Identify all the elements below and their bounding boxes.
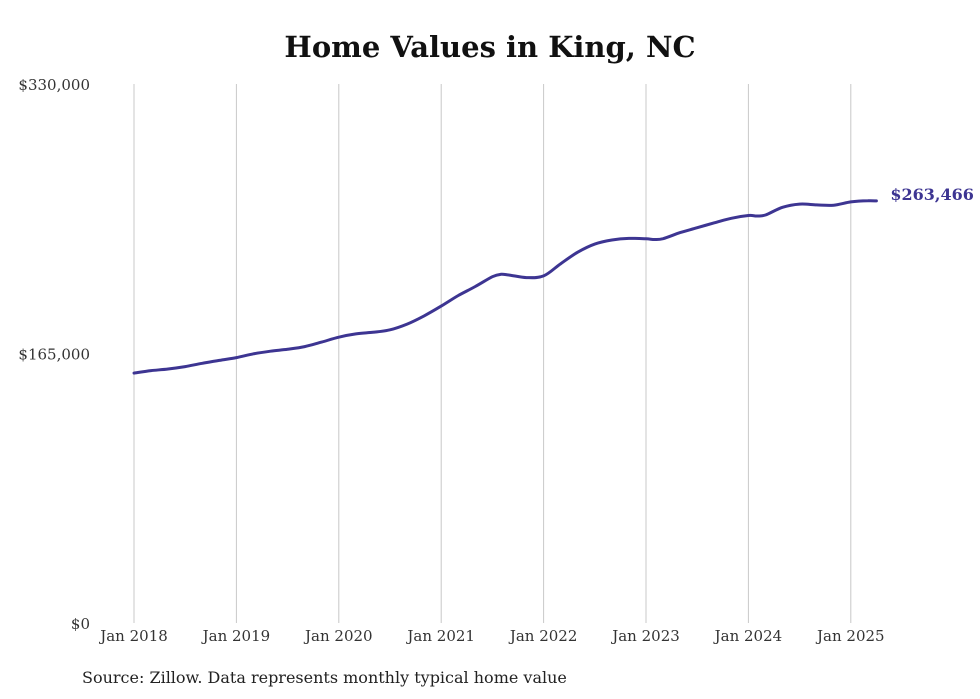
x-tick-label: Jan 2020 [303,627,373,645]
y-tick-label: $0 [71,615,90,633]
x-axis-tick-labels: Jan 2018 Jan 2019 Jan 2020 Jan 2021 Jan 2022… [98,627,884,645]
chart-title: Home Values in King, NC [284,30,696,64]
x-tick-label: Jan 2024 [713,627,783,645]
x-tick-label: Jan 2023 [610,627,680,645]
x-tick-label: Jan 2019 [201,627,271,645]
source-note: Source: Zillow. Data represents monthly … [82,668,567,687]
latest-value-label: $263,466 [890,185,974,204]
x-tick-label: Jan 2018 [98,627,168,645]
y-tick-label: $330,000 [18,76,90,94]
home-value-line [132,199,878,375]
gridlines [133,84,852,623]
x-tick-label: Jan 2021 [405,627,475,645]
y-axis-tick-labels: $0 $165,000 $330,000 [18,76,90,633]
x-tick-label: Jan 2025 [815,627,885,645]
y-tick-label: $165,000 [18,346,90,364]
x-tick-label: Jan 2022 [508,627,578,645]
